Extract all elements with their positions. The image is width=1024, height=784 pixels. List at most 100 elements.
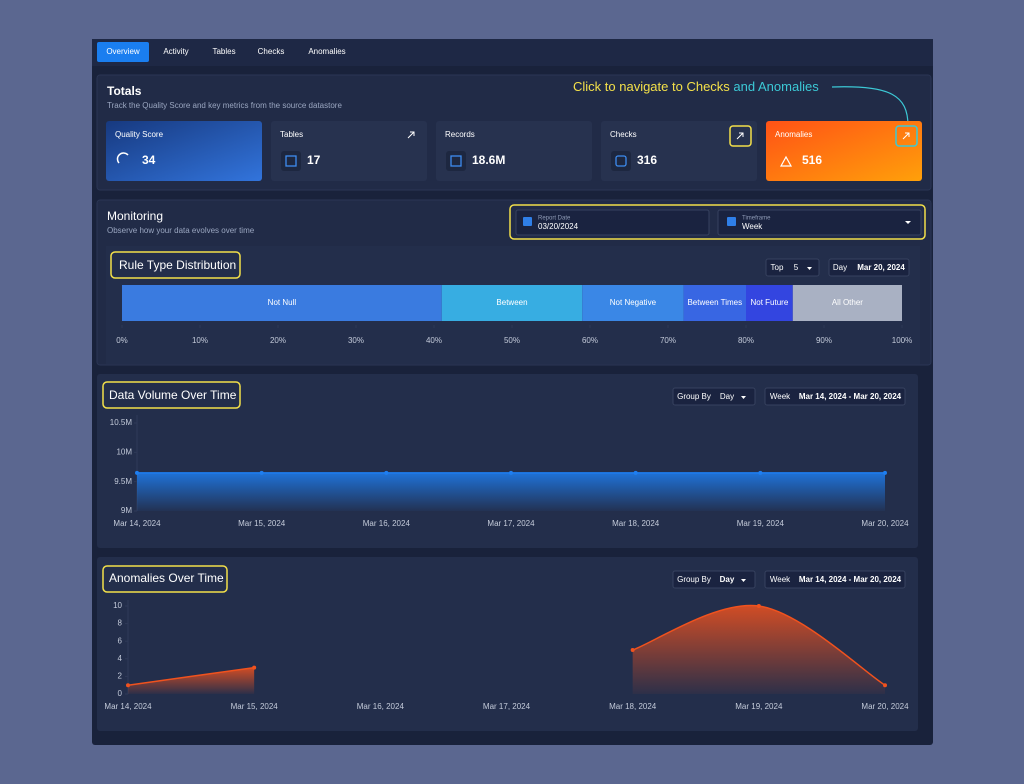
y-tick-label: 4 [118,654,123,663]
point [633,470,638,475]
annotation-text: Click to navigate to Checks [573,79,730,94]
segment-label: Between Times [687,298,742,307]
card-label: Checks [610,130,637,139]
segment-label: Between [496,298,527,307]
section-subtitle: Track the Quality Score and key metrics … [107,101,342,110]
area [128,667,255,694]
x-tick-label: 70% [660,336,676,345]
control-value: 5 [794,263,799,272]
section-title: Totals [107,84,142,98]
card-value: 34 [142,153,156,167]
x-tick-label: 80% [738,336,754,345]
control-label: Week [770,392,791,401]
tab[interactable]: Tables [212,47,235,56]
group-by-select[interactable] [672,570,756,589]
open-arrow[interactable] [902,132,910,140]
bar-segment [441,285,583,321]
top-select[interactable] [765,258,820,277]
point [756,604,761,608]
x-tick-label: 100% [892,336,912,345]
control-value: Mar 20, 2024 [857,263,905,272]
area [137,472,885,511]
section-title: Monitoring [107,209,163,223]
calendar-icon [727,217,736,226]
point [252,665,257,670]
icon-box [281,151,301,171]
control-label: Group By [677,575,711,584]
icon-box [446,151,466,171]
open-arrow[interactable] [736,132,744,140]
caret [741,579,746,582]
x-tick-label: Mar 18, 2024 [612,519,660,528]
highlight-box [110,251,241,279]
date-input[interactable] [515,209,710,236]
segment-label: Not Negative [610,298,657,307]
records-icon [450,155,462,167]
segment-label: Not Future [751,298,789,307]
point [135,470,139,475]
caret [905,221,911,224]
card[interactable] [766,121,922,181]
x-tick-label: Mar 20, 2024 [861,519,909,528]
x-tick-label: 60% [582,336,598,345]
x-tick-label: 40% [426,336,442,345]
tab[interactable]: Checks [258,47,285,56]
tab[interactable]: Overview [106,47,140,56]
x-tick-label: Mar 19, 2024 [737,519,785,528]
control-value: Day [720,575,735,584]
tab[interactable]: Anomalies [308,47,345,56]
x-tick-label: Mar 17, 2024 [483,702,531,711]
control-label: Top [771,263,784,272]
x-tick-label: Mar 15, 2024 [238,519,286,528]
group-by-select[interactable] [672,387,756,406]
annotation-highlight: and Anomalies [733,79,819,94]
y-tick-label: 0 [118,689,123,698]
card-value: 516 [802,153,822,167]
timeframe-select[interactable] [717,209,922,236]
card-label: Records [445,130,475,139]
input-value: 03/20/2024 [538,222,579,231]
line [127,666,255,686]
y-tick-label: 9.5M [114,477,132,486]
input-label: Report Date [538,216,571,222]
x-tick-label: Mar 20, 2024 [861,702,909,711]
x-tick-label: 50% [504,336,520,345]
highlight-box [102,565,228,593]
annotation: Click to navigate to Checks and Anomalie… [573,79,819,94]
y-tick-label: 2 [118,672,123,681]
x-tick-label: Mar 14, 2024 [104,702,152,711]
card[interactable] [601,121,757,181]
annotation-arrow [831,86,909,127]
y-tick-label: 10M [116,447,132,456]
chart-title: Rule Type Distribution [119,258,236,272]
range-select[interactable] [764,387,906,406]
point [883,683,887,688]
checks-icon [615,155,627,167]
active-tab[interactable] [97,42,149,62]
card[interactable] [106,121,262,181]
x-tick-label: Mar 16, 2024 [357,702,405,711]
open-arrow[interactable] [407,131,415,139]
input-value: Week [742,222,763,231]
bar-segment [746,285,793,321]
card[interactable] [271,121,427,181]
tab[interactable]: Activity [163,47,188,56]
highlight-box [895,125,918,147]
card[interactable] [436,121,592,181]
caret [807,267,812,270]
x-tick-label: Mar 16, 2024 [363,519,411,528]
control-label: Week [770,575,791,584]
y-tick-label: 9M [121,506,132,515]
control-value: Day [720,392,734,401]
section-subtitle: Observe how your data evolves over time [107,226,255,235]
point [259,470,264,475]
x-tick-label: Mar 14, 2024 [113,519,161,528]
tab-bar [92,39,933,66]
day-select[interactable] [828,258,910,277]
range-select[interactable] [764,570,906,589]
x-tick-label: Mar 15, 2024 [231,702,279,711]
warning-icon [779,155,793,167]
